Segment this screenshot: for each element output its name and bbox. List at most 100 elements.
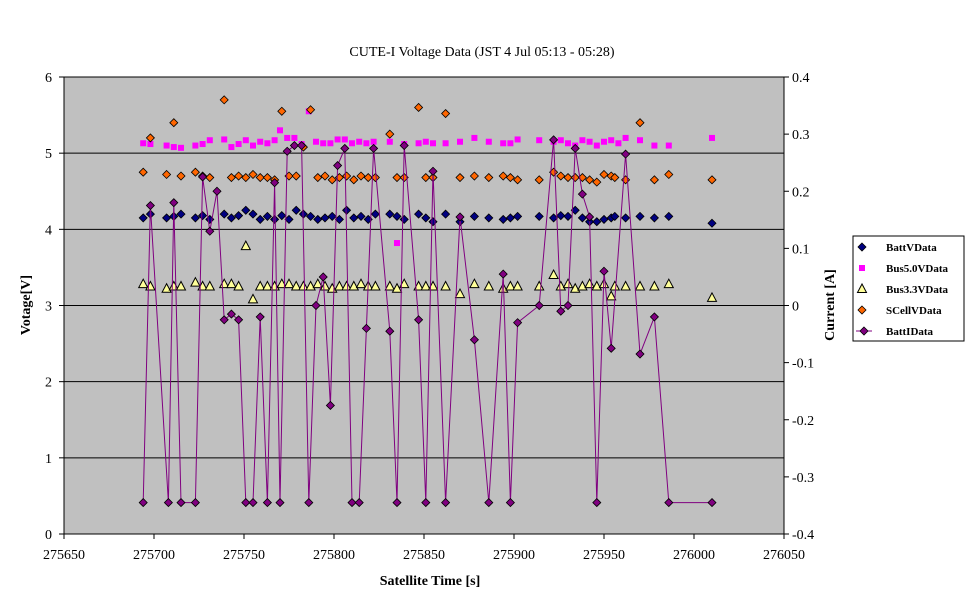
data-point — [247, 293, 259, 304]
data-point — [242, 137, 249, 144]
data-point — [605, 290, 617, 301]
data-point — [599, 169, 609, 180]
series-bus5-0vdata — [140, 108, 715, 247]
legend-label: Bus5.0VData — [886, 263, 949, 275]
data-point — [441, 209, 451, 219]
data-point — [592, 498, 602, 508]
data-point — [513, 211, 523, 221]
x-tick-label: 275750 — [223, 548, 265, 563]
data-point — [606, 343, 616, 353]
data-point — [579, 137, 586, 144]
data-point — [498, 171, 508, 181]
y2-tick-label: 0.3 — [792, 128, 810, 143]
data-point — [370, 138, 377, 145]
data-point — [255, 172, 265, 183]
data-point — [198, 211, 208, 221]
data-point — [190, 213, 200, 223]
data-point — [665, 142, 672, 149]
data-point — [637, 137, 643, 144]
data-point — [707, 218, 717, 228]
data-point — [549, 213, 559, 223]
data-point — [198, 172, 208, 182]
y2-tick-label: 0.4 — [792, 71, 810, 86]
y-tick-label: 4 — [45, 223, 52, 238]
data-point — [620, 280, 631, 291]
legend-label: SCellVData — [886, 305, 942, 317]
data-point — [255, 214, 265, 224]
data-point — [469, 335, 479, 345]
data-point — [318, 272, 328, 282]
data-point — [577, 189, 587, 199]
data-point — [257, 138, 264, 145]
data-point — [313, 138, 319, 145]
data-point — [291, 134, 298, 141]
chart-title: CUTE-I Voltage Data (JST 4 Jul 05:13 - 0… — [349, 45, 615, 60]
data-point — [563, 172, 573, 183]
data-point — [457, 138, 463, 145]
data-point — [441, 498, 451, 508]
data-point — [414, 315, 424, 325]
data-point — [325, 400, 335, 411]
data-point — [334, 214, 344, 224]
data-point — [557, 137, 564, 144]
data-point — [138, 167, 148, 177]
data-point — [484, 213, 494, 223]
data-point — [392, 172, 402, 183]
data-point — [264, 140, 271, 147]
data-point — [514, 136, 521, 143]
data-point — [507, 140, 514, 147]
data-point — [289, 140, 299, 151]
data-point — [354, 498, 364, 508]
data-point — [392, 498, 402, 508]
data-point — [147, 141, 154, 148]
data-point — [505, 498, 515, 508]
data-point — [483, 280, 495, 291]
data-point — [707, 498, 717, 508]
data-point — [226, 278, 237, 289]
legend: BattVData Bus5.0VData Bus3.3VData SCellVDat… — [852, 235, 965, 342]
data-point — [536, 137, 543, 144]
data-point — [233, 280, 244, 291]
data-point — [363, 140, 370, 147]
data-point — [334, 136, 341, 143]
data-point — [609, 280, 621, 291]
data-point — [145, 200, 155, 211]
data-point — [563, 211, 573, 221]
data-point — [241, 205, 251, 215]
data-point — [421, 213, 431, 223]
data-point — [610, 211, 620, 221]
data-point — [663, 278, 675, 289]
data-point — [441, 108, 451, 119]
data-point — [455, 172, 465, 183]
data-point — [356, 171, 366, 181]
data-point — [577, 213, 587, 223]
data-point — [593, 142, 600, 149]
series-battidata — [138, 135, 717, 508]
data-point — [347, 498, 357, 508]
legend-marker — [856, 282, 868, 293]
data-point — [621, 149, 631, 159]
y-tick-label: 6 — [45, 71, 52, 86]
data-point — [469, 278, 480, 289]
x-tick-label: 275850 — [403, 548, 445, 563]
data-point — [297, 140, 307, 151]
data-point — [562, 278, 574, 289]
data-point — [635, 118, 645, 128]
legend-box — [852, 235, 965, 342]
data-point — [319, 280, 331, 291]
data-point — [170, 144, 177, 151]
data-point — [313, 214, 323, 224]
y2-tick-label: -0.1 — [792, 357, 814, 372]
data-point — [291, 171, 301, 181]
data-point — [162, 213, 172, 223]
data-point — [341, 136, 348, 143]
data-point — [205, 226, 215, 236]
data-point — [341, 280, 352, 291]
data-point — [349, 213, 359, 223]
x-tick-label: 275800 — [313, 548, 355, 563]
data-point — [563, 300, 573, 311]
data-point — [549, 135, 559, 145]
data-point — [534, 300, 544, 311]
data-point — [384, 280, 396, 291]
data-point — [175, 280, 187, 291]
